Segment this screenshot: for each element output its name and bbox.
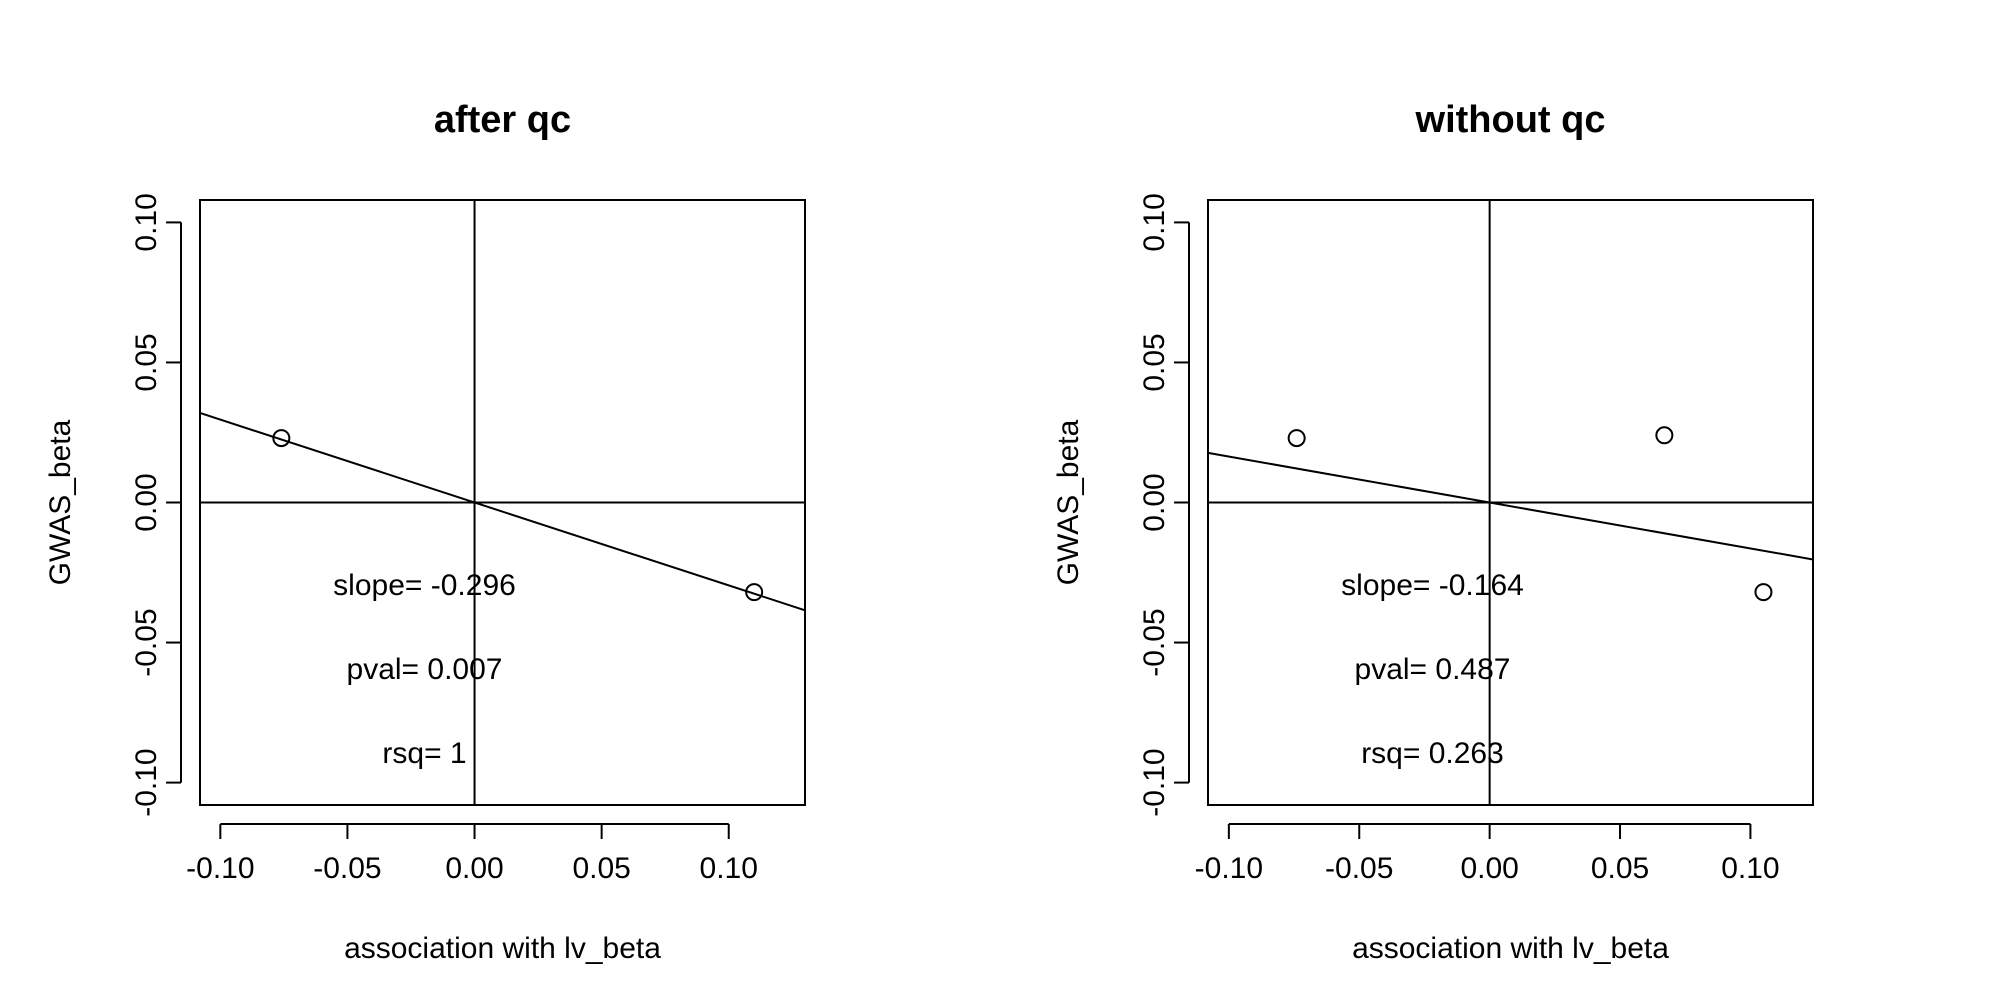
y-axis: -0.10 -0.05 0.00 0.05 0.10 (1138, 193, 1190, 817)
panel-title: without qc (1415, 99, 1606, 141)
x-axis: -0.10 -0.05 0.00 0.05 0.10 (186, 823, 758, 885)
regression-line (1207, 451, 1814, 561)
x-tick-label: 0.00 (445, 852, 503, 885)
data-point (1287, 429, 1306, 448)
x-axis-label: association with lv_beta (1352, 932, 1669, 965)
y-axis: -0.10 -0.05 0.00 0.05 0.10 (130, 193, 182, 817)
x-tick-label: 0.05 (1591, 852, 1649, 885)
slope-annotation: slope= -0.164 (1341, 569, 1524, 602)
x-tick-label: -0.10 (1195, 852, 1263, 885)
panel-title: after qc (434, 99, 571, 141)
x-axis-label: association with lv_beta (344, 932, 661, 965)
y-tick-label: 0.05 (130, 333, 163, 391)
y-axis-label: GWAS_beta (1052, 419, 1085, 585)
slope-annotation: slope= -0.296 (333, 569, 516, 602)
plot-area (199, 200, 806, 805)
pval-annotation: pval= 0.007 (347, 653, 503, 686)
regression-line (199, 412, 806, 612)
y-tick-label: -0.10 (130, 748, 163, 816)
pval-annotation: pval= 0.487 (1355, 653, 1511, 686)
y-tick-label: -0.10 (1138, 748, 1171, 816)
y-axis-label: GWAS_beta (44, 419, 77, 585)
panel-after-qc: after qc -0.10 -0.05 0.00 0.05 0.10 -0.10-0.… (44, 99, 806, 965)
data-point (745, 583, 764, 602)
y-tick-label: 0.10 (1138, 193, 1171, 251)
y-tick-label: 0.05 (1138, 333, 1171, 391)
x-tick-label: 0.05 (572, 852, 630, 885)
data-point (1655, 426, 1674, 445)
x-tick-label: -0.05 (1325, 852, 1393, 885)
y-tick-label: 0.10 (130, 193, 163, 251)
plot-area (1207, 200, 1814, 805)
y-tick-label: 0.00 (130, 473, 163, 531)
data-point (1754, 583, 1773, 602)
y-tick-label: 0.00 (1138, 473, 1171, 531)
x-tick-label: 0.10 (700, 852, 758, 885)
data-point (272, 429, 291, 448)
rsq-annotation: rsq= 1 (382, 737, 466, 770)
x-tick-label: 0.00 (1460, 852, 1518, 885)
x-tick-label: -0.10 (186, 852, 254, 885)
y-tick-label: -0.05 (130, 608, 163, 676)
y-tick-label: -0.05 (1138, 608, 1171, 676)
x-tick-label: 0.10 (1721, 852, 1779, 885)
rsq-annotation: rsq= 0.263 (1361, 737, 1504, 770)
x-tick-label: -0.05 (313, 852, 381, 885)
panel-without-qc: without qc -0.10 -0.05 0.00 0.05 0.10 -0.10-… (1052, 99, 1814, 965)
x-axis: -0.10 -0.05 0.00 0.05 0.10 (1195, 823, 1780, 885)
